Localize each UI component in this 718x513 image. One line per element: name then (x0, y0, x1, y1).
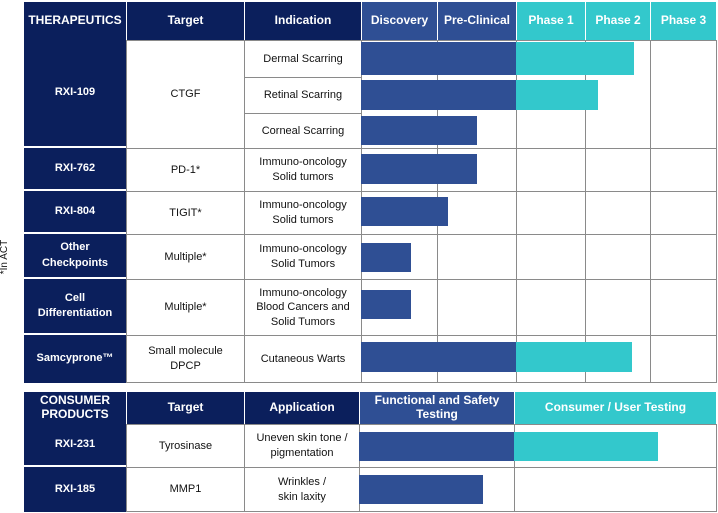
grid-line (361, 279, 717, 280)
progress-bar-preclinical-segment (361, 243, 412, 272)
header-consumer-user-testing: Consumer / User Testing (514, 392, 716, 424)
row-name-rxi-762: RXI-762 (24, 148, 126, 191)
progress-bar-functional-segment (359, 475, 483, 504)
progress-bar-consumer-segment (514, 432, 659, 461)
target-ctgf: CTGF (126, 40, 245, 149)
target-small-molecule-dpcp: Small molecule DPCP (126, 335, 245, 383)
target-pd1: PD-1* (126, 148, 245, 192)
progress-bar-clinical-segment (516, 42, 634, 75)
grid-line (585, 40, 586, 383)
target-tyrosinase: Tyrosinase (126, 424, 245, 468)
header-phase-preclinical: Pre-Clinical (437, 2, 516, 40)
grid-line (361, 148, 717, 149)
progress-bar-preclinical-segment (361, 154, 477, 184)
grid-line (359, 467, 717, 468)
grid-line (361, 335, 717, 336)
header-phase-2: Phase 2 (585, 2, 650, 40)
row-name-rxi-804: RXI-804 (24, 191, 126, 234)
in-act-footnote: *In ACT (0, 239, 10, 275)
grid-line (650, 40, 651, 383)
header-application: Application (244, 392, 359, 424)
row-name-cell-differentiation: Cell Differentiation (24, 279, 126, 335)
header-target: Target (126, 2, 244, 40)
progress-bar-preclinical-segment (361, 42, 516, 75)
header-consumer-products: CONSUMER PRODUCTS (24, 392, 126, 424)
header-indication: Indication (244, 2, 361, 40)
target-mmp1: MMP1 (126, 467, 245, 512)
grid-line (361, 191, 717, 192)
row-name-rxi-109: RXI-109 (24, 40, 126, 148)
header-consumer-target: Target (126, 392, 244, 424)
row-name-other-checkpoints: Other Checkpoints (24, 234, 126, 279)
row-name-rxi-231: RXI-231 (24, 424, 126, 467)
indication-rxi-762: Immuno-oncology Solid tumors (244, 148, 362, 192)
grid-line (361, 234, 717, 235)
application-uneven-skin-tone: Uneven skin tone / pigmentation (244, 424, 360, 468)
indication-corneal-scarring: Corneal Scarring (244, 113, 362, 149)
indication-cell-differentiation: Immuno-oncology Blood Cancers and Solid … (244, 279, 362, 336)
application-wrinkles: Wrinkles / skin laxity (244, 467, 360, 512)
target-tigit: TIGIT* (126, 191, 245, 235)
indication-retinal-scarring: Retinal Scarring (244, 77, 362, 114)
consumer-grid (359, 424, 717, 512)
grid-line (516, 40, 517, 383)
indication-dermal-scarring: Dermal Scarring (244, 40, 362, 78)
target-multiple-cell-diff: Multiple* (126, 279, 245, 336)
progress-bar-clinical-segment (516, 80, 598, 110)
header-phase-3: Phase 3 (650, 2, 716, 40)
row-name-rxi-185: RXI-185 (24, 467, 126, 512)
progress-bar-preclinical-segment (361, 290, 412, 319)
target-multiple-checkpoints: Multiple* (126, 234, 245, 280)
indication-cutaneous-warts: Cutaneous Warts (244, 335, 362, 383)
progress-bar-functional-segment (359, 432, 514, 461)
header-functional-safety-testing: Functional and Safety Testing (359, 392, 514, 424)
header-phase-1: Phase 1 (516, 2, 585, 40)
indication-other-checkpoints: Immuno-oncology Solid Tumors (244, 234, 362, 280)
progress-bar-preclinical-segment (361, 342, 516, 372)
header-phase-discovery: Discovery (361, 2, 437, 40)
row-name-samcyprone: Samcyprone™ (24, 335, 126, 383)
grid-line (514, 424, 515, 512)
progress-bar-preclinical-segment (361, 80, 516, 110)
progress-bar-clinical-segment (516, 342, 632, 372)
progress-bar-preclinical-segment (361, 116, 477, 145)
indication-rxi-804: Immuno-oncology Solid tumors (244, 191, 362, 235)
progress-bar-preclinical-segment (361, 197, 449, 226)
header-therapeutics: THERAPEUTICS (24, 2, 126, 40)
